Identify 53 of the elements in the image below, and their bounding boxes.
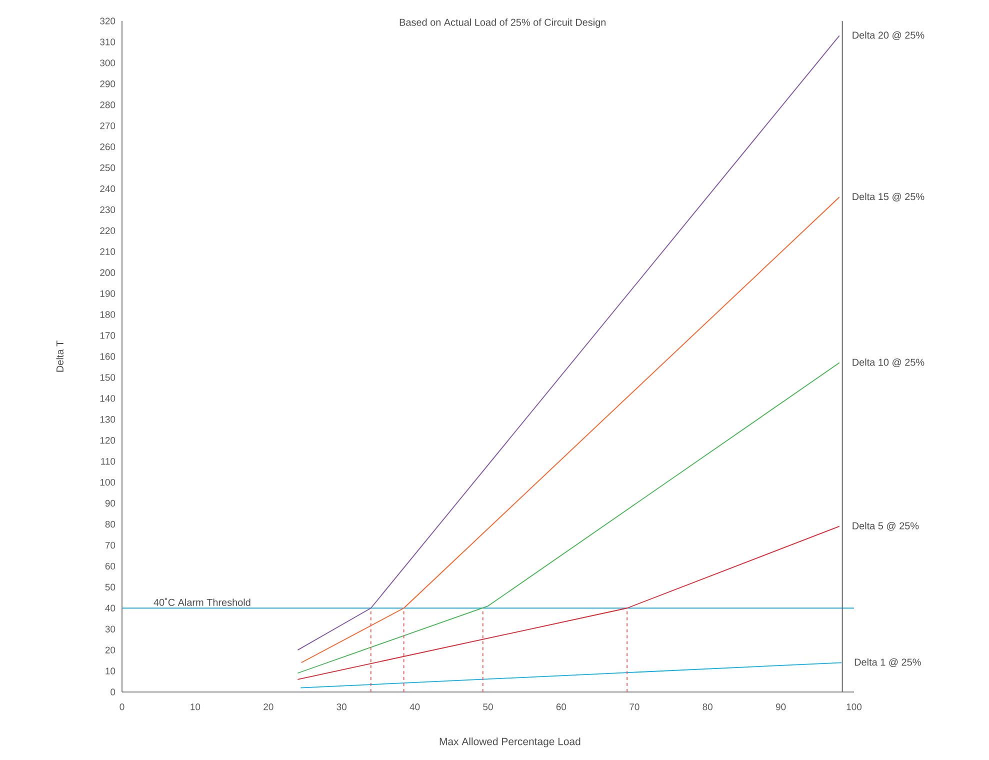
x-tick-label: 10 [190, 704, 200, 710]
x-tick-label: 30 [336, 704, 346, 710]
y-tick-label: 250 [100, 164, 116, 172]
y-tick-label: 20 [105, 646, 116, 654]
y-tick-label: 90 [105, 500, 116, 507]
y-tick-label: 220 [100, 227, 116, 234]
ref-line-label: 40˚C Alarm Threshold [154, 598, 250, 606]
x-tick-label: 40 [410, 704, 420, 710]
y-tick-label: 30 [105, 626, 116, 632]
y-tick-label: 150 [100, 374, 116, 381]
y-tick-label: 140 [100, 395, 116, 402]
y-tick-label: 130 [100, 416, 116, 423]
y-tick-label: 40 [105, 604, 116, 612]
series-label: Delta 20 @ 25% [852, 31, 924, 40]
y-tick-label: 80 [105, 520, 116, 528]
y-tick-label: 60 [105, 562, 116, 570]
chart-title: Based on Actual Load of 25% of Circuit Design [400, 18, 606, 28]
series-label: Delta 15 @ 25% [852, 192, 924, 202]
x-tick-label: 90 [776, 704, 786, 710]
y-tick-label: 180 [100, 311, 116, 318]
y-tick-label: 270 [100, 122, 116, 130]
x-tick-label: 100 [846, 704, 862, 710]
x-axis-title: Max Allowed Percentage Load [440, 738, 580, 748]
y-tick-label: 310 [100, 38, 116, 46]
x-tick-label: 0 [120, 704, 124, 710]
y-tick-label: 280 [100, 102, 116, 108]
y-tick-label: 100 [100, 478, 116, 486]
y-tick-label: 160 [100, 353, 116, 360]
y-tick-label: 70 [105, 542, 116, 549]
y-axis-title: Delta T [56, 340, 64, 372]
x-tick-label: 70 [630, 704, 640, 710]
y-tick-label: 110 [101, 458, 116, 465]
y-tick-label: 190 [100, 290, 116, 297]
y-tick-label: 0 [110, 688, 116, 696]
y-tick-label: 240 [100, 185, 116, 192]
y-tick-label: 10 [106, 668, 116, 674]
y-tick-label: 260 [100, 143, 116, 150]
y-tick-label: 320 [100, 18, 116, 24]
y-tick-label: 300 [100, 60, 116, 66]
y-tick-label: 210 [100, 248, 116, 256]
x-tick-label: 60 [556, 704, 566, 710]
y-tick-label: 170 [100, 332, 116, 339]
series-label: Delta 1 @ 25% [854, 658, 921, 667]
series-label: Delta 5 @ 25% [852, 522, 919, 531]
x-tick-label: 20 [264, 704, 274, 710]
x-tick-label: 80 [702, 704, 712, 710]
x-tick-label: 50 [483, 704, 493, 710]
y-tick-label: 120 [100, 437, 116, 444]
y-tick-label: 230 [100, 206, 116, 214]
y-tick-label: 200 [100, 269, 116, 276]
series-label: Delta 10 @ 25% [852, 358, 924, 368]
y-tick-label: 50 [105, 584, 116, 591]
y-tick-label: 290 [100, 80, 116, 88]
